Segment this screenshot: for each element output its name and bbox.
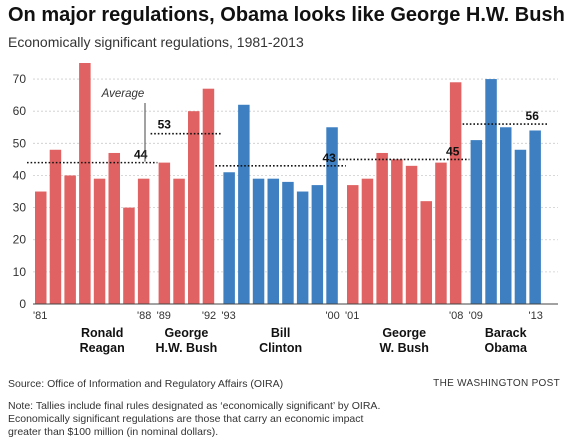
y-tick-label: 50: [13, 136, 27, 150]
bar-1981: [35, 191, 47, 304]
bar-2009: [470, 140, 483, 304]
bar-2000: [326, 127, 338, 305]
footnote-line: Economically significant regulations are…: [8, 413, 364, 425]
x-axis: '81 '88 '89 '92 '93 '00 '01 '08 '09 '13: [33, 303, 558, 322]
footnote-line: greater than $100 million (in nominal do…: [8, 426, 219, 438]
president-label: Ronald: [81, 326, 123, 340]
bar-1990: [173, 178, 185, 304]
president-label: George: [165, 326, 209, 340]
y-axis-ticks: 0 10 20 30 40 50 60 70: [13, 72, 27, 311]
bar-1984: [79, 63, 91, 304]
bar-2001: [347, 185, 359, 304]
president-label: Reagan: [80, 341, 125, 355]
bar-1982: [49, 149, 62, 304]
bar-2011: [500, 127, 512, 305]
president-label: Bill: [271, 326, 290, 340]
x-tick-label: '00: [325, 310, 339, 322]
average-lines: 44 Average 53 43 45 56: [27, 88, 549, 167]
bar-2007: [435, 162, 447, 304]
president-label: Obama: [485, 341, 528, 355]
x-tick-label: '01: [345, 310, 359, 322]
average-annotation: Average: [101, 88, 145, 100]
bar-1991: [188, 111, 200, 304]
president-label: W. Bush: [380, 341, 429, 355]
average-value-label: 53: [158, 118, 172, 132]
y-tick-label: 20: [13, 233, 27, 247]
bar-1995: [252, 178, 265, 304]
bar-2003: [376, 152, 388, 304]
chart-subtitle: Economically significant regulations, 19…: [8, 34, 304, 50]
bar-1986: [108, 152, 120, 304]
bar-2006: [420, 201, 432, 304]
y-tick-label: 60: [13, 104, 27, 118]
president-label: Clinton: [259, 341, 302, 355]
bar-1999: [311, 185, 324, 304]
x-tick-label: '09: [469, 310, 483, 322]
gridlines: [33, 78, 558, 273]
bar-1992: [202, 88, 215, 304]
publisher-credit: THE WASHINGTON POST: [433, 378, 560, 389]
bar-1998: [296, 191, 309, 304]
bar-2002: [361, 178, 374, 304]
x-tick-label: '08: [449, 310, 463, 322]
bar-1988: [137, 178, 150, 304]
bar-2004: [391, 159, 403, 304]
bar-1993: [223, 172, 235, 304]
bar-1983: [64, 175, 76, 304]
x-tick-label: '92: [202, 310, 216, 322]
bar-1987: [123, 207, 135, 304]
y-tick-label: 0: [19, 297, 26, 311]
y-tick-label: 40: [13, 168, 27, 182]
footnote-line: Note: Tallies include final rules design…: [8, 400, 381, 412]
average-value-label: 56: [526, 109, 540, 123]
y-tick-label: 10: [13, 265, 27, 279]
source-note: Source: Office of Information and Regula…: [8, 378, 284, 390]
bar-2010: [485, 79, 497, 304]
average-value-label: 44: [134, 148, 148, 162]
bar-chart: 0 10 20 30 40 50 60 70 44 Average 53 43 45 56 '81 '88…: [13, 63, 558, 355]
president-label: George: [382, 326, 426, 340]
average-value-label: 45: [446, 144, 460, 158]
average-value-label: 43: [322, 151, 336, 165]
bar-2013: [529, 130, 541, 304]
bar-1994: [238, 104, 250, 304]
y-tick-label: 30: [13, 201, 27, 215]
x-tick-label: '13: [529, 310, 543, 322]
bar-1996: [267, 178, 279, 304]
x-tick-label: '81: [33, 310, 47, 322]
bar-1997: [282, 181, 294, 304]
chart-title: On major regulations, Obama looks like G…: [8, 4, 565, 26]
president-label: H.W. Bush: [155, 341, 217, 355]
x-tick-label: '93: [221, 310, 235, 322]
bar-2008: [449, 82, 462, 304]
y-tick-label: 70: [13, 72, 27, 86]
bar-2005: [405, 165, 418, 304]
bar-2012: [514, 149, 527, 304]
footnote: Note: Tallies include final rules design…: [8, 400, 548, 439]
bars: [35, 63, 541, 305]
bar-1985: [93, 178, 106, 304]
president-label: Barack: [485, 326, 527, 340]
x-tick-label: '88: [137, 310, 151, 322]
bar-1989: [158, 162, 171, 304]
x-tick-label: '89: [157, 310, 171, 322]
